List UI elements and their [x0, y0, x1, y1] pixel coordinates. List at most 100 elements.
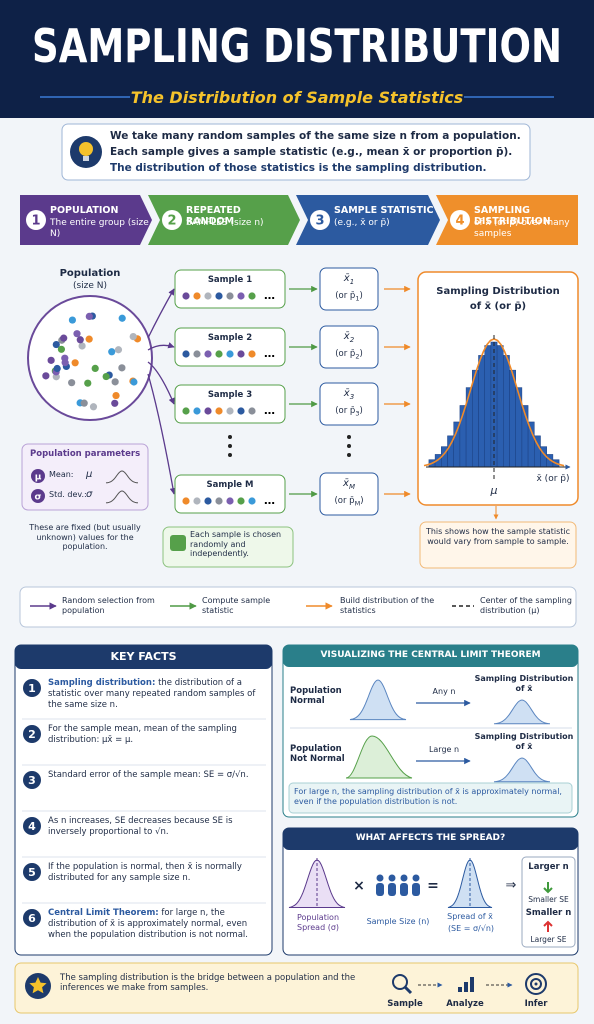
fact-lead: Central Limit Theorem:	[48, 908, 159, 918]
selection-arrow	[147, 361, 175, 405]
sample-note-box	[162, 526, 294, 568]
population-dot	[53, 364, 61, 373]
step-title: SAMPLE STATISTIC	[334, 205, 434, 216]
ellipsis: …	[264, 289, 275, 302]
population-dot	[102, 372, 110, 381]
stat-symbol: x̄2	[320, 331, 378, 344]
parameter-symbol: μ	[86, 469, 93, 480]
target-ring	[530, 978, 542, 990]
legend-text: Build distribution of the statistics	[340, 596, 435, 615]
bulb-base	[83, 156, 89, 161]
sample-label: Sample 3	[207, 390, 253, 400]
population-dot	[108, 348, 116, 356]
hist-bar	[472, 369, 479, 468]
legend-text: Compute sample statistic	[202, 596, 271, 615]
parameter-icon	[31, 489, 45, 503]
vdot	[347, 435, 351, 439]
spread-box-text: Larger SE	[530, 935, 567, 944]
stat-box	[319, 382, 379, 426]
step-title: POPULATION	[50, 205, 119, 216]
step-bg	[436, 195, 578, 245]
star	[29, 977, 47, 994]
step-number: 4	[455, 214, 464, 229]
sample-label: Sample M	[206, 480, 254, 490]
parameter-curve	[105, 470, 139, 484]
sample-box	[174, 474, 286, 514]
spread-box-text: Smaller n	[525, 908, 572, 918]
stat-alt: (or p̄3)	[320, 406, 378, 418]
person-head	[412, 874, 420, 882]
step-desc: of x̄ (or p̄) over many samples	[474, 218, 570, 239]
parameter-icon	[31, 469, 45, 483]
center-label: μ	[490, 484, 498, 497]
clt-arrow-label: Large n	[428, 745, 460, 754]
stat-symbol: x̄1	[320, 273, 378, 286]
stat-symbol-text: x̄	[343, 478, 349, 489]
sample-label: Sample 2	[207, 333, 253, 343]
fact-number-bg	[23, 863, 41, 881]
step-number: 2	[167, 214, 176, 229]
stat-box	[319, 325, 379, 369]
down-arrow	[543, 882, 553, 894]
sample-dot	[248, 407, 256, 415]
step-number: 1	[31, 214, 40, 229]
fact-number-bg	[23, 817, 41, 835]
vdot	[228, 453, 232, 457]
sample-box	[174, 327, 286, 367]
spread-box-text: Larger n	[528, 862, 569, 872]
step-number-bg	[162, 210, 182, 230]
parameter-icon-symbol: μ	[35, 473, 42, 483]
vdot	[347, 453, 351, 457]
sample-dot	[237, 497, 245, 505]
dice-icon	[170, 535, 186, 551]
spread-formula: (SE = σ/√n)	[447, 924, 495, 933]
vdot	[347, 444, 351, 448]
footer-box	[14, 962, 579, 1014]
stat-symbol-text: x̄	[343, 273, 350, 284]
fact-lead: Sampling distribution:	[48, 678, 156, 688]
stat-alt-close: )	[360, 496, 364, 506]
sample-dot	[215, 497, 223, 505]
stat-alt-close: )	[359, 349, 363, 359]
stat-box	[319, 267, 379, 311]
target-icon	[525, 973, 547, 995]
step-number-bg	[310, 210, 330, 230]
stat-alt: (or p̄1)	[320, 291, 378, 303]
step-title: SAMPLING DISTRIBUTION	[474, 205, 551, 228]
sample-note: Each sample is chosen randomly and indep…	[190, 530, 282, 559]
sampling-curve	[493, 757, 551, 783]
parameter-label: Std. dev.:	[49, 490, 87, 499]
stat-alt-text: (or p̄	[335, 349, 356, 359]
stat-symbol: x̄3	[320, 388, 378, 401]
sample-dot	[215, 292, 223, 300]
parameters-title: Population parameters	[30, 449, 141, 459]
clt-row-label: Population Not Normal	[290, 744, 345, 765]
population-dot	[118, 364, 126, 372]
stat-sub: 1	[355, 294, 360, 303]
person-body	[412, 883, 420, 896]
hist-bar	[496, 345, 504, 468]
fact-number: 4	[28, 820, 36, 833]
sample-dot	[248, 497, 256, 505]
ellipsis: …	[264, 347, 275, 360]
sample-dot	[237, 292, 245, 300]
population-dot	[85, 335, 93, 343]
fact-number-bg	[23, 771, 41, 789]
fact-number-bg	[23, 725, 41, 743]
stat-symbol-text: x̄	[343, 388, 350, 399]
times: ×	[353, 878, 365, 894]
subtitle: The Distribution of Sample Statistics	[131, 88, 464, 107]
title: SAMPLING DISTRIBUTION	[32, 19, 562, 73]
sample-dot	[204, 407, 212, 415]
stat-symbol-text: x̄	[343, 331, 350, 342]
key-facts-title: KEY FACTS	[110, 650, 177, 663]
sample-dot	[226, 292, 234, 300]
step-number-bg	[26, 210, 46, 230]
stat-box	[319, 472, 379, 516]
legend-text: Center of the sampling distribution (μ)	[480, 596, 572, 615]
fact: Standard error of the sample mean: SE = …	[48, 770, 266, 781]
step-desc: (e.g., x̄ or p̄)	[334, 218, 390, 228]
intro-box	[61, 123, 531, 181]
parameters-box	[21, 443, 149, 511]
